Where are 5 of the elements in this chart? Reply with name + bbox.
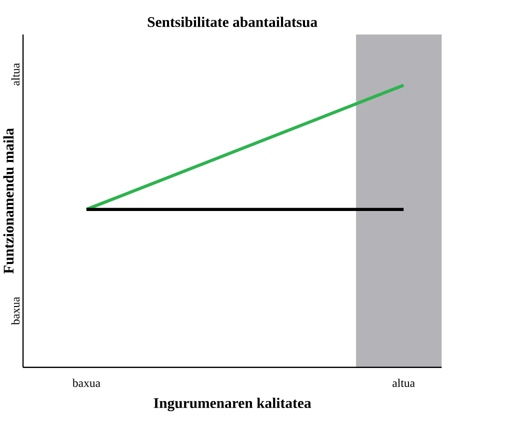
- chart-title: Sentsibilitate abantailatsua: [148, 16, 318, 27]
- text: altua: [11, 63, 20, 86]
- text: baxua: [11, 296, 20, 325]
- x-axis-title: Ingurumenaren kalitatea: [154, 398, 312, 412]
- y-axis-title: Funtzionamendu maila: [3, 128, 14, 274]
